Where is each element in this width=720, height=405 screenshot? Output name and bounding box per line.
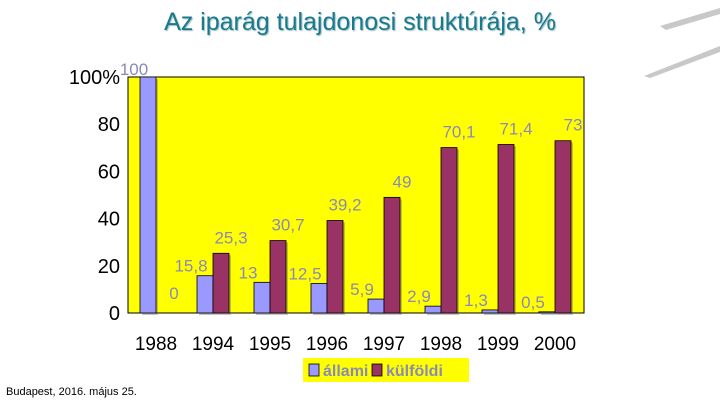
label-allami-1996: 12,5 xyxy=(288,265,321,284)
x-tick-label-1994: 1994 xyxy=(192,334,235,355)
label-allami-1995: 13 xyxy=(239,263,258,282)
y-tick-label: 20 xyxy=(98,256,120,278)
label-kulfoldi-1996: 39,2 xyxy=(328,195,361,214)
legend-swatch-kulfoldi xyxy=(371,363,383,377)
legend-label-allami: állami xyxy=(323,363,368,380)
page-title: Az iparág tulajdonosi struktúrája, % xyxy=(164,8,556,36)
bar-kulfoldi-1994 xyxy=(212,252,230,314)
legend: állami külföldi xyxy=(303,358,469,382)
label-kulfoldi-1994: 25,3 xyxy=(214,228,247,247)
label-kulfoldi-1995: 30,7 xyxy=(271,216,304,235)
label-allami-2000: 0,5 xyxy=(521,293,545,312)
y-tick-label: 0 xyxy=(109,303,120,325)
bar-allami-1988 xyxy=(139,76,157,314)
label-allami-1994: 15,8 xyxy=(174,257,207,276)
x-tick-label-1998: 1998 xyxy=(420,334,462,355)
x-tick-label-1988: 1988 xyxy=(135,334,177,355)
bar-allami-1994 xyxy=(196,275,214,314)
bar-shadow xyxy=(541,313,557,315)
bar-shadow xyxy=(484,311,500,315)
y-tick-label: 40 xyxy=(98,209,120,231)
x-tick-label-1997: 1997 xyxy=(363,334,405,355)
bar-allami-1995 xyxy=(253,281,271,314)
y-tick-label: 80 xyxy=(98,114,120,136)
data-labels: 100 0 15,8 25,3 13 30,7 12,5 39,2 5,9 49 2,9 70,1 1,… xyxy=(120,60,583,312)
x-tick-label-2000: 2000 xyxy=(534,334,576,355)
label-allami-1998: 2,9 xyxy=(407,287,431,306)
bar-kulfoldi-1999 xyxy=(497,144,515,314)
legend-swatch-allami xyxy=(308,363,320,377)
label-kulfoldi-1988: 0 xyxy=(169,284,178,303)
label-kulfoldi-2000: 73 xyxy=(564,116,583,135)
bar-kulfoldi-1995 xyxy=(269,240,287,314)
label-kulfoldi-1997: 49 xyxy=(393,172,412,191)
bar-kulfoldi-1996 xyxy=(326,220,344,314)
label-allami-1988: 100 xyxy=(120,60,148,79)
bars xyxy=(139,76,573,315)
bar-allami-1996 xyxy=(310,283,328,314)
decorative-stripes xyxy=(644,8,720,78)
footer-text: Budapest, 2016. május 25. xyxy=(6,386,137,398)
x-tick-label-1996: 1996 xyxy=(306,334,348,355)
bar-allami-1999 xyxy=(481,309,499,314)
label-kulfoldi-1999: 71,4 xyxy=(499,119,532,138)
legend-label-kulfoldi: külföldi xyxy=(386,363,443,380)
bar-allami-1998 xyxy=(424,305,442,314)
bar-kulfoldi-1997 xyxy=(383,196,401,314)
y-tick-label: 100% xyxy=(69,67,120,89)
label-allami-1999: 1,3 xyxy=(464,291,488,310)
legend-box xyxy=(303,358,469,382)
bar-allami-1997 xyxy=(367,298,385,314)
bar-allami-2000 xyxy=(538,311,556,314)
bar-kulfoldi-1998 xyxy=(440,147,458,314)
label-kulfoldi-1998: 70,1 xyxy=(442,123,475,142)
label-allami-1997: 5,9 xyxy=(350,280,374,299)
x-tick-labels: 1988 1994 1995 1996 1997 1998 1999 2000 xyxy=(135,334,576,355)
bar-kulfoldi-2000 xyxy=(554,140,572,314)
x-tick-label-1995: 1995 xyxy=(249,334,291,355)
y-tick-labels: 0 20 40 60 80 100% xyxy=(69,67,120,325)
x-tick-label-1999: 1999 xyxy=(477,334,519,355)
y-tick-label: 60 xyxy=(98,161,120,183)
